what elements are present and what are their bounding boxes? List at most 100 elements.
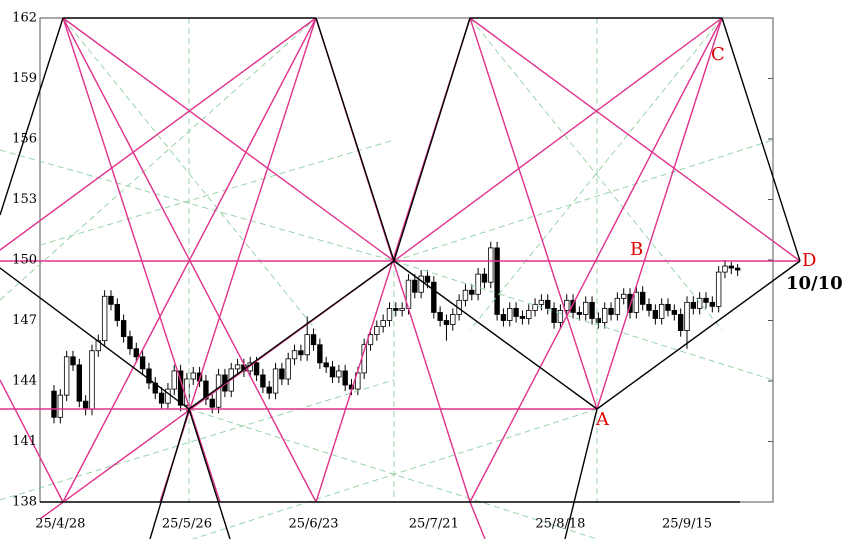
- candle-body: [51, 390, 57, 418]
- candle-body: [304, 334, 310, 356]
- line: [596, 17, 723, 410]
- candle-body: [285, 358, 291, 380]
- candle-body: [171, 370, 177, 390]
- candle-body: [500, 314, 507, 321]
- line: [393, 260, 598, 410]
- candle-body: [671, 310, 678, 315]
- black-lines: [0, 17, 801, 539]
- candle-body: [139, 356, 146, 370]
- candle-body: [101, 295, 108, 342]
- candle-body: [627, 293, 633, 313]
- candle-body: [652, 310, 659, 319]
- y-tick-label: 147: [12, 313, 37, 328]
- candle-body: [234, 364, 241, 370]
- guide: [393, 139, 774, 262]
- line: [0, 17, 64, 216]
- candle-body: [57, 394, 64, 418]
- candle-body: [513, 307, 519, 317]
- guide: [393, 260, 774, 381]
- annotation: A: [595, 409, 610, 430]
- candle-body: [215, 374, 222, 408]
- candle-body: [127, 336, 133, 350]
- annotation: C: [711, 44, 725, 65]
- candle-body: [665, 303, 671, 311]
- line: [393, 17, 723, 262]
- candle-body: [114, 303, 120, 321]
- candle-body: [203, 380, 209, 400]
- guide: [0, 17, 317, 301]
- line: [62, 17, 221, 503]
- candle-body: [545, 299, 551, 309]
- candle-body: [323, 362, 329, 368]
- candle-body: [317, 344, 323, 364]
- candle-body: [336, 370, 342, 378]
- candle-body: [715, 271, 722, 307]
- candle-body: [298, 350, 304, 356]
- candle-body: [728, 265, 735, 269]
- candle-body: [190, 372, 196, 380]
- candle-body: [63, 356, 70, 396]
- candle-body: [469, 289, 475, 295]
- candle-body: [551, 307, 557, 323]
- line: [469, 17, 723, 503]
- candle-body: [133, 348, 139, 358]
- guide: [191, 408, 598, 539]
- candle-body: [595, 318, 602, 323]
- line: [393, 17, 471, 262]
- candle-body: [696, 297, 703, 309]
- annotation: D: [802, 250, 816, 271]
- candle-body: [89, 350, 95, 410]
- candle-body: [310, 334, 317, 346]
- line: [62, 17, 395, 262]
- candle-body: [602, 307, 608, 323]
- line: [0, 379, 64, 503]
- x-tick-label: 25/7/21: [409, 517, 459, 532]
- y-tick-label: 156: [12, 132, 37, 147]
- candle-body: [677, 314, 684, 331]
- candle-body: [342, 370, 348, 386]
- candle-body: [538, 299, 545, 305]
- candle-body: [393, 307, 399, 311]
- guide: [62, 17, 317, 331]
- candle-body: [165, 388, 171, 404]
- candle-body: [431, 281, 437, 313]
- x-tick-label: 25/9/15: [662, 517, 712, 532]
- candle-body: [621, 293, 627, 299]
- line: [188, 260, 395, 410]
- y-tick-label: 153: [12, 192, 37, 207]
- candle-body: [532, 303, 538, 311]
- x-tick-label: 25/4/28: [35, 517, 85, 532]
- x-tick-label: 25/8/18: [535, 517, 585, 532]
- candle-body: [633, 291, 640, 313]
- y-tick-label: 159: [12, 71, 37, 86]
- candle-body: [481, 273, 488, 283]
- candle-body: [374, 326, 380, 336]
- candle-body: [279, 368, 285, 380]
- y-tick-label: 144: [12, 374, 37, 389]
- line: [149, 408, 190, 539]
- candle-body: [266, 386, 272, 394]
- candle-body: [443, 320, 450, 325]
- candle-body: [488, 247, 494, 283]
- candle-body: [709, 301, 716, 307]
- candle-body: [589, 301, 595, 319]
- x-tick-label: 25/5/26: [162, 517, 212, 532]
- green-guides: [0, 17, 774, 539]
- candle-body: [329, 366, 336, 378]
- candle-body: [291, 350, 298, 360]
- candle-body: [386, 307, 393, 321]
- candle-body: [576, 312, 583, 315]
- candle-body: [658, 303, 665, 319]
- candle-body: [526, 310, 532, 319]
- candle-body: [70, 356, 76, 366]
- candle-body: [519, 316, 526, 319]
- y-tick-label: 162: [12, 11, 37, 26]
- guide: [0, 149, 395, 262]
- line: [315, 17, 395, 262]
- candle-body: [639, 291, 646, 305]
- annotation: B: [630, 239, 643, 260]
- y-tick-label: 150: [12, 253, 37, 268]
- candle-body: [583, 301, 589, 315]
- candle-body: [82, 400, 89, 410]
- line: [469, 17, 598, 410]
